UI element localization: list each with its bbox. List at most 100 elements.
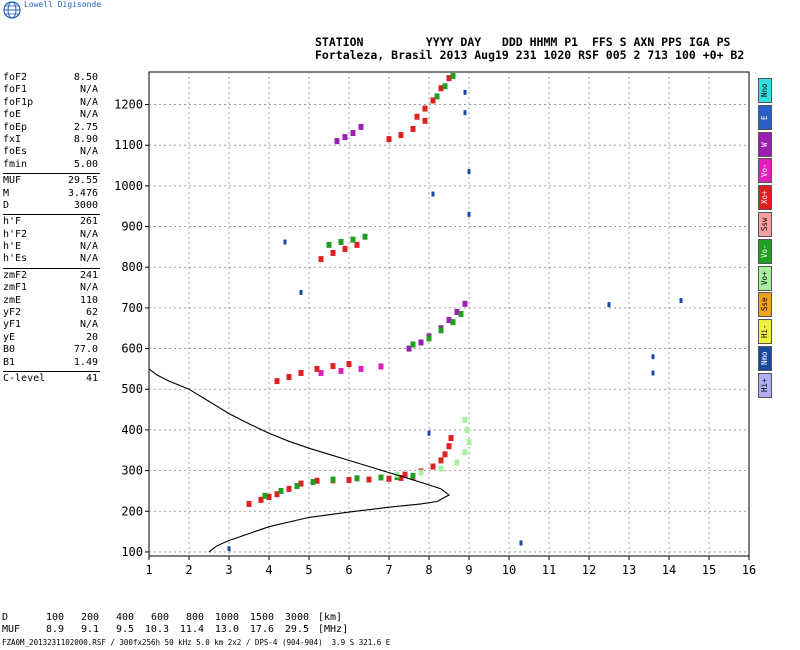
param-row: M 3.476 (3, 188, 98, 200)
trace-point (286, 374, 292, 381)
legend-swatch: Vo- (758, 238, 772, 264)
trace-point (274, 491, 280, 498)
param-value: 2.75 (73, 121, 98, 133)
param-row: zmF1 N/A (3, 282, 98, 294)
param-name: B1 (3, 356, 16, 368)
trace-point (298, 480, 304, 487)
brand-label: Lowell Digisonde (24, 0, 102, 9)
y-tick-label: 1200 (114, 98, 143, 112)
trace-point (386, 136, 392, 143)
x-tick-label: 10 (502, 563, 516, 577)
param-row: zmF2 241 (3, 270, 98, 282)
trace-point (422, 117, 428, 124)
legend-label: Sse (760, 298, 769, 312)
trace-point (246, 500, 252, 507)
trace-point (358, 123, 364, 130)
param-separator (3, 173, 100, 175)
distance-cell: 200 (80, 612, 99, 623)
noise-point (651, 354, 655, 360)
x-tick-label: 4 (265, 563, 272, 577)
legend-label: Vo+ (760, 271, 769, 285)
x-tick-label: 13 (622, 563, 636, 577)
param-separator (3, 370, 100, 372)
trace-point (354, 475, 360, 482)
param-name: MUF (3, 175, 22, 187)
param-value: 5.00 (73, 158, 98, 170)
muf-row-label: MUF (2, 624, 21, 635)
param-row: h'F2 N/A (3, 229, 98, 241)
trace-point (330, 476, 336, 483)
legend-swatch: Hi- (758, 319, 772, 345)
param-row: h'Es N/A (3, 253, 98, 265)
noise-point (467, 169, 471, 175)
param-name: zmF1 (3, 282, 28, 294)
trace-point (266, 494, 272, 501)
trace-point (346, 476, 352, 483)
distance-cell: 600 (150, 612, 169, 623)
trace-point (286, 485, 292, 492)
y-tick-label: 300 (121, 464, 143, 478)
param-name: fmin (3, 158, 28, 170)
y-tick-label: 700 (121, 301, 143, 315)
trace-point (410, 125, 416, 132)
param-value: 77.0 (73, 344, 98, 356)
param-value: 261 (79, 216, 98, 228)
trace-point (342, 134, 348, 141)
legend-swatch: Nmo (758, 345, 772, 371)
param-name: foE (3, 109, 22, 121)
param-row: C-level 41 (3, 373, 98, 385)
param-value: N/A (79, 319, 98, 331)
x-tick-label: 9 (465, 563, 472, 577)
parameter-panel: foF2 8.50 foF1 N/A foF1p N/A foE N/A foEp 2.75 fxI… (3, 72, 100, 385)
legend-label: Hi- (760, 324, 769, 339)
trace-point (446, 317, 452, 324)
y-tick-label: 600 (121, 342, 143, 356)
distance-cell: 400 (115, 612, 134, 623)
muf-cell: 11.4 (179, 624, 204, 635)
globe-logo-icon (3, 1, 21, 19)
trace-point (418, 469, 424, 476)
param-row: foF2 8.50 (3, 72, 98, 84)
x-tick-label: 16 (742, 563, 756, 577)
trace-point (446, 75, 452, 82)
param-name: M (3, 187, 10, 199)
trace-point (330, 363, 336, 370)
param-row: MUF 29.55 (3, 175, 98, 187)
param-name: C-level (3, 372, 46, 384)
muf-cell: 10.3 (144, 624, 169, 635)
trace-point (342, 245, 348, 252)
y-tick-label: 200 (121, 504, 143, 518)
noise-point (299, 289, 303, 295)
param-name: D (3, 199, 10, 211)
x-tick-label: 11 (542, 563, 556, 577)
trace-point (438, 327, 444, 334)
param-name: yF2 (3, 307, 22, 319)
param-name: yF1 (3, 319, 22, 331)
noise-point (651, 370, 655, 376)
trace-point (414, 113, 420, 120)
trace-point (410, 341, 416, 348)
legend-swatch: Vo- (758, 158, 772, 184)
trace-point (410, 472, 416, 479)
param-value: 20 (85, 331, 98, 343)
param-row: yE 20 (3, 332, 98, 344)
param-row: yF2 62 (3, 307, 98, 319)
trace-point (442, 83, 448, 90)
muf-cell: 9.5 (115, 624, 134, 635)
y-tick-label: 800 (121, 260, 143, 274)
param-value: 110 (79, 294, 98, 306)
legend-label: Xo+ (760, 190, 769, 205)
param-value: N/A (79, 241, 98, 253)
param-value: 8.50 (73, 72, 98, 83)
trace-point (450, 73, 456, 80)
y-tick-label: 1000 (114, 179, 143, 193)
trace-point (454, 308, 460, 315)
legend-swatch: Sse (758, 292, 772, 318)
param-value: N/A (79, 146, 98, 158)
trace-point (386, 475, 392, 482)
param-row: yF1 N/A (3, 319, 98, 331)
param-name: h'E (3, 241, 22, 253)
file-info-footer: FZA0M_2013231102000.RSF / 300fx256h 50 k… (2, 638, 391, 647)
param-name: foEs (3, 146, 28, 158)
param-row: foE N/A (3, 109, 98, 121)
